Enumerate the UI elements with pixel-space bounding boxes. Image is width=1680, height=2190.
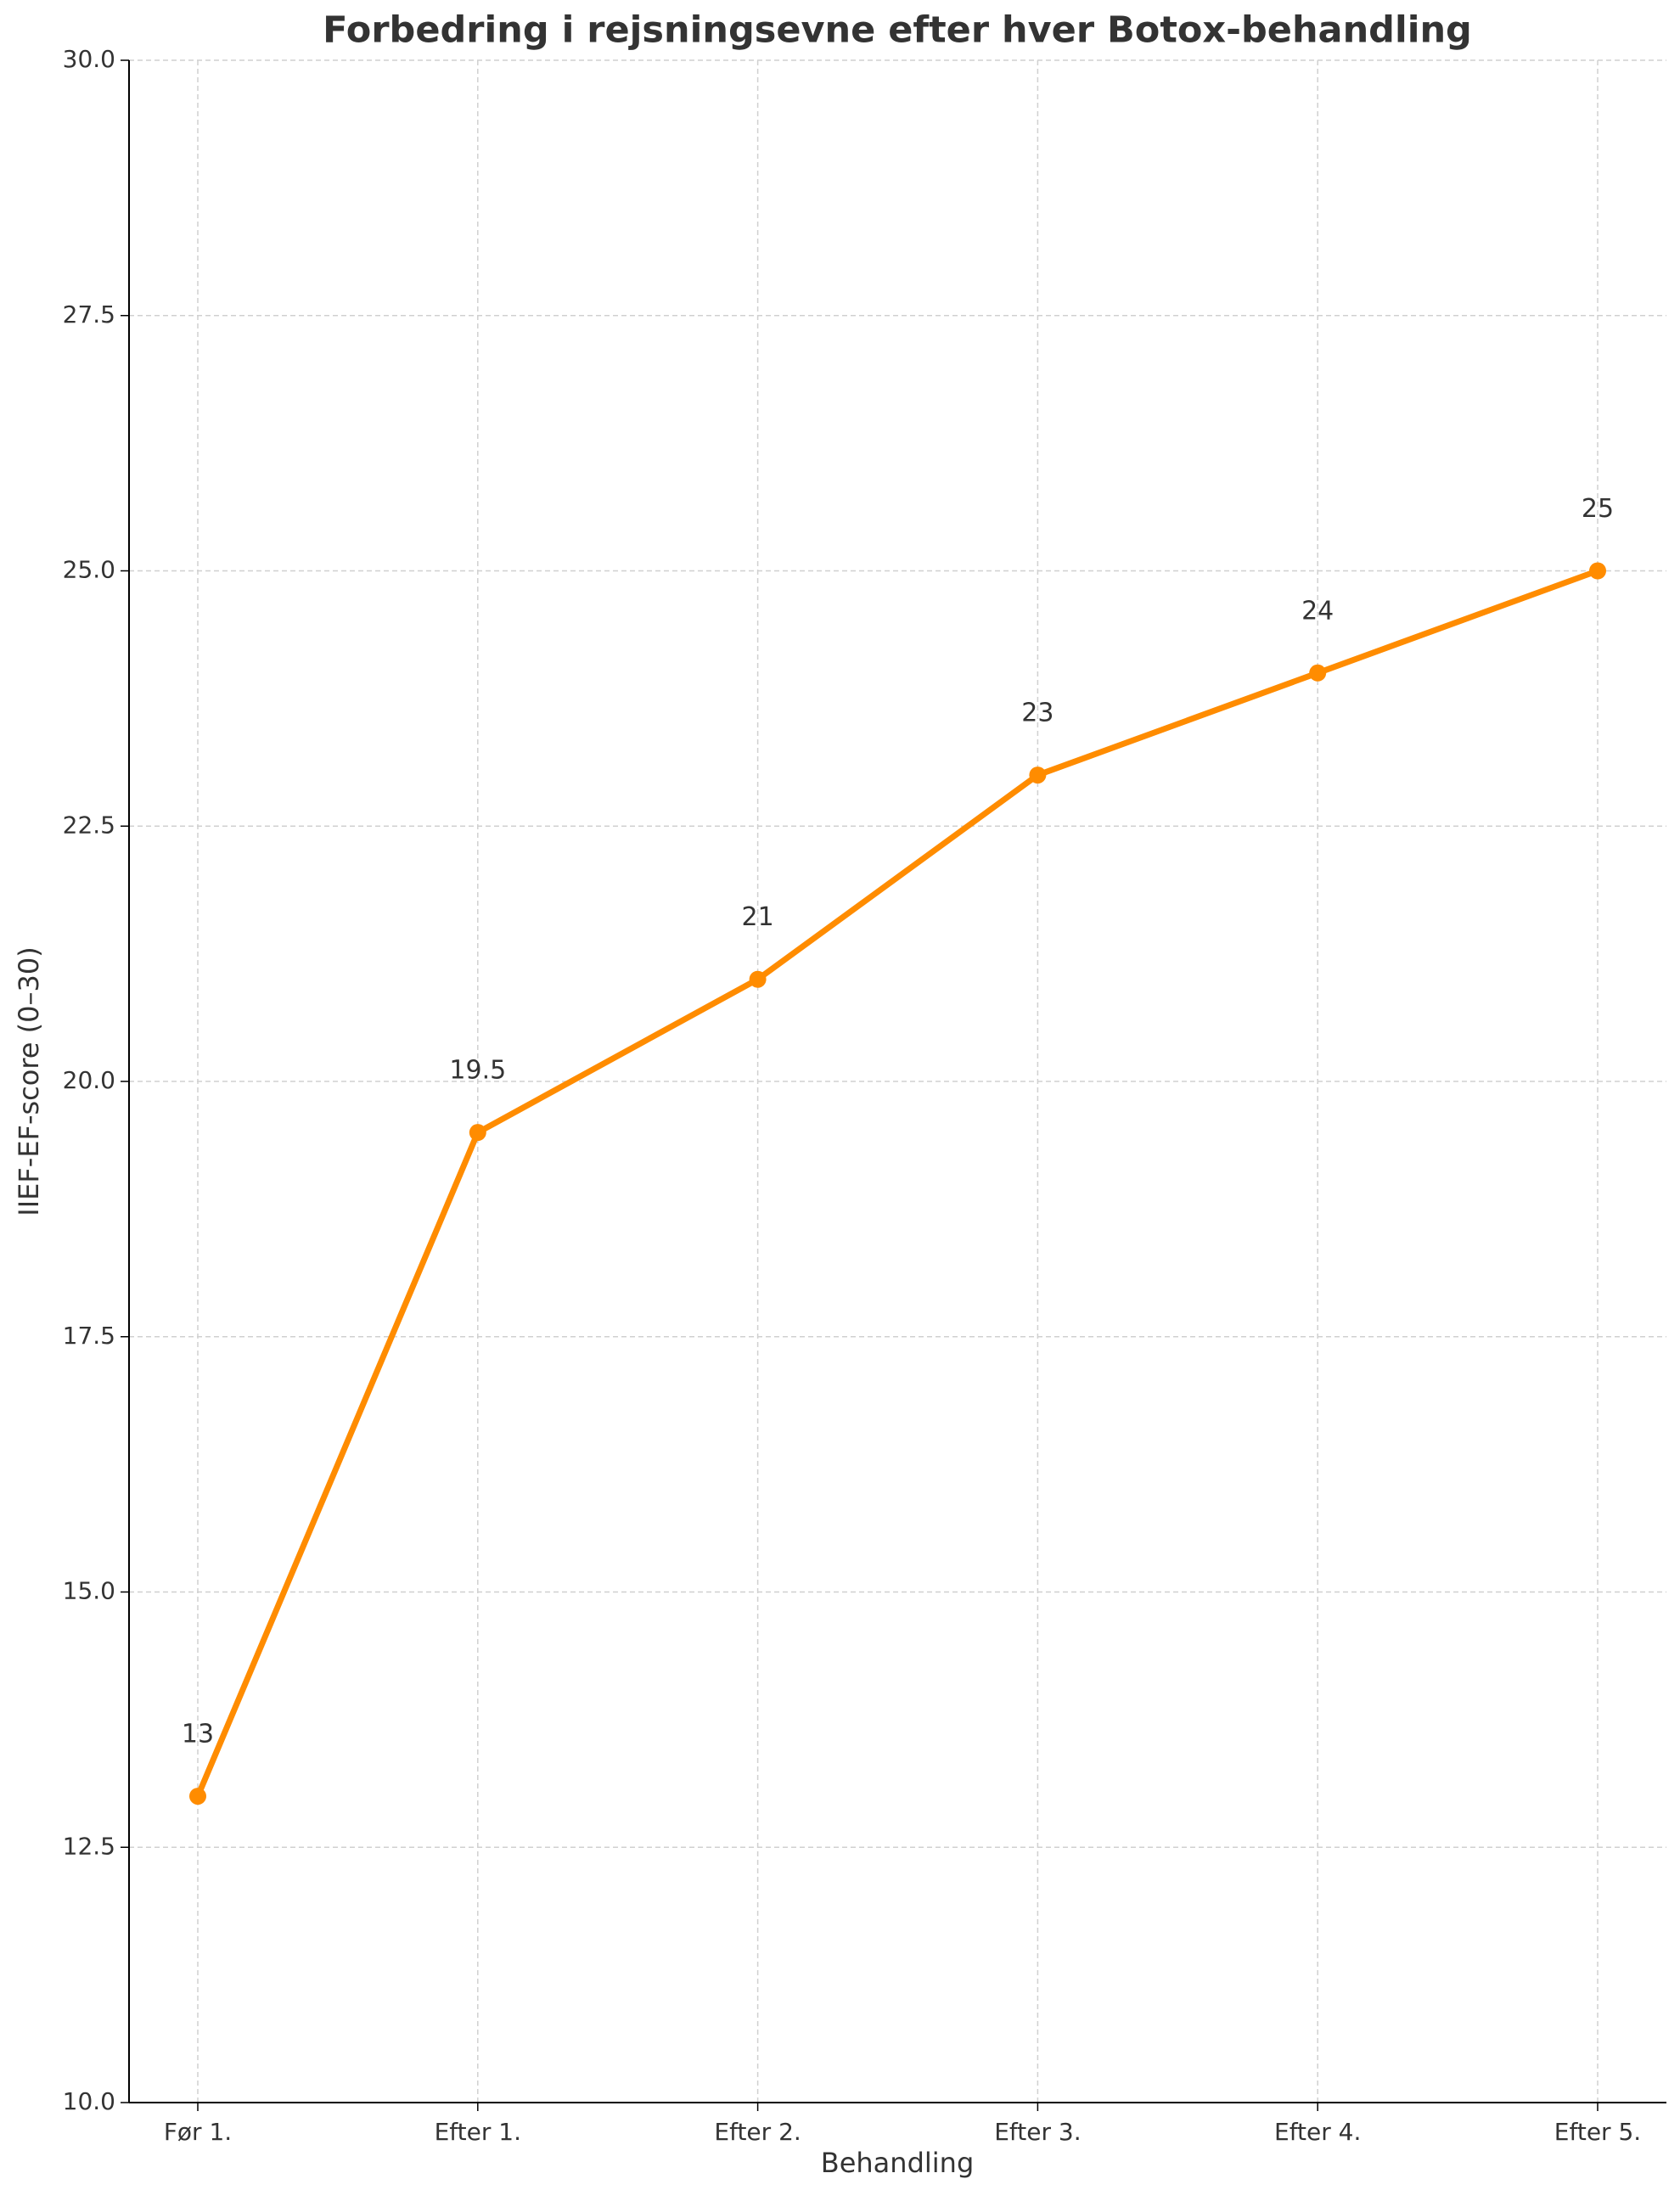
y-tick-label: 27.5	[63, 300, 115, 328]
y-tick-label: 30.0	[63, 45, 115, 73]
data-label: 19.5	[449, 1056, 506, 1086]
x-tick-label: Efter 2.	[714, 2118, 801, 2146]
y-tick-label: 12.5	[63, 1832, 115, 1860]
x-axis-label: Behandling	[821, 2147, 975, 2179]
y-axis-label: IIEF-EF-score (0–30)	[13, 946, 45, 1216]
point	[1029, 766, 1047, 784]
x-tick-label: Før 1.	[164, 2118, 232, 2146]
line	[194, 568, 1599, 1798]
data-label: 25	[1582, 494, 1614, 524]
data-label: 23	[1021, 699, 1054, 728]
y-tick-label: 15.0	[63, 1577, 115, 1605]
point	[189, 1788, 206, 1805]
data-label: 24	[1301, 596, 1334, 626]
y-tick-label: 25.0	[63, 556, 115, 584]
point	[1589, 562, 1606, 580]
data-label: 13	[182, 1720, 214, 1749]
point	[749, 970, 767, 988]
chart-title: Forbedring i rejsningsevne efter hver Bo…	[323, 9, 1472, 52]
point	[1309, 664, 1327, 682]
y-tick-label: 22.5	[63, 811, 115, 839]
y-tick-label: 20.0	[63, 1066, 115, 1094]
data-label: 21	[742, 902, 774, 932]
x-tick-label: Efter 4.	[1274, 2118, 1361, 2146]
x-tick-label: Efter 3.	[994, 2118, 1081, 2146]
y-tick-label: 17.5	[63, 1322, 115, 1350]
point	[469, 1124, 486, 1142]
x-tick-label: Efter 1.	[435, 2118, 521, 2146]
y-tick-label: 10.0	[63, 2087, 115, 2115]
x-tick-label: Efter 5.	[1554, 2118, 1641, 2146]
